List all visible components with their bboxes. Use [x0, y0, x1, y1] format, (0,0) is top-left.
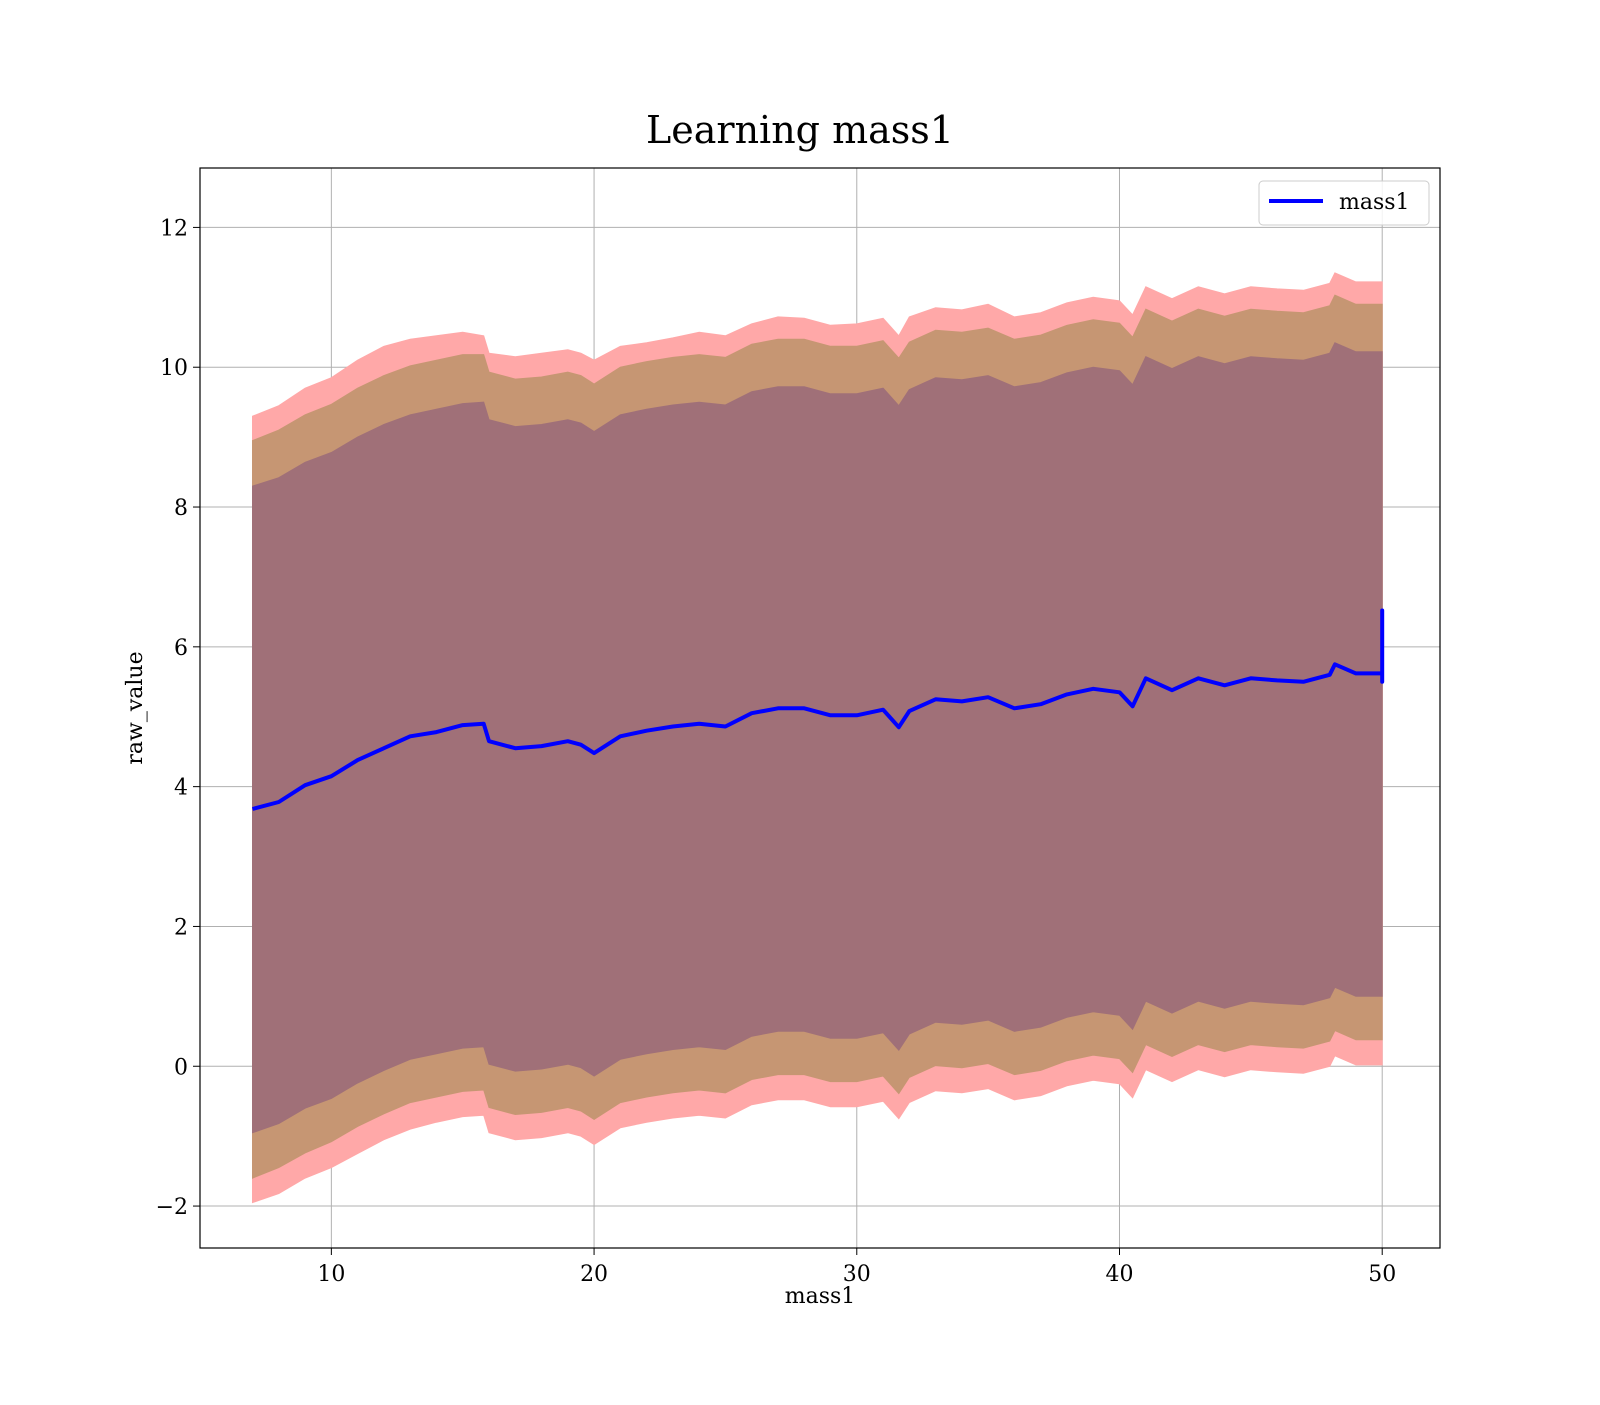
legend-box [1258, 180, 1430, 226]
y-tick-label: 6 [174, 636, 188, 661]
x-tick-label: 40 [1105, 1262, 1133, 1287]
x-axis-ticks: 10 20 30 40 50 [317, 1248, 1396, 1287]
x-axis-label: mass1 [785, 1284, 856, 1309]
legend-label: mass1 [1339, 190, 1410, 215]
y-tick-label: 10 [160, 356, 188, 381]
y-tick-label: 8 [174, 496, 188, 521]
y-tick-label: 0 [174, 1055, 188, 1080]
x-tick-label: 50 [1368, 1262, 1396, 1287]
y-tick-label: 4 [174, 776, 188, 801]
legend[interactable]: mass1 [1258, 180, 1430, 226]
x-tick-label: 20 [580, 1262, 608, 1287]
plot-frame [199, 167, 1441, 1249]
y-tick-label: −2 [156, 1195, 188, 1220]
chart-title: Learning mass1 [646, 108, 954, 152]
x-tick-label: 30 [843, 1262, 871, 1287]
band-inner [252, 342, 1383, 1134]
confidence-bands [252, 272, 1383, 1204]
y-axis-label: raw_value [123, 651, 148, 764]
x-tick-label: 10 [317, 1262, 345, 1287]
series-line-mass1 [251, 608, 1385, 811]
series-lines [251, 608, 1385, 811]
y-axis-ticks: −2 0 2 4 6 8 10 12 [156, 216, 200, 1220]
y-tick-label: 12 [160, 216, 188, 241]
y-tick-label: 2 [174, 915, 188, 940]
